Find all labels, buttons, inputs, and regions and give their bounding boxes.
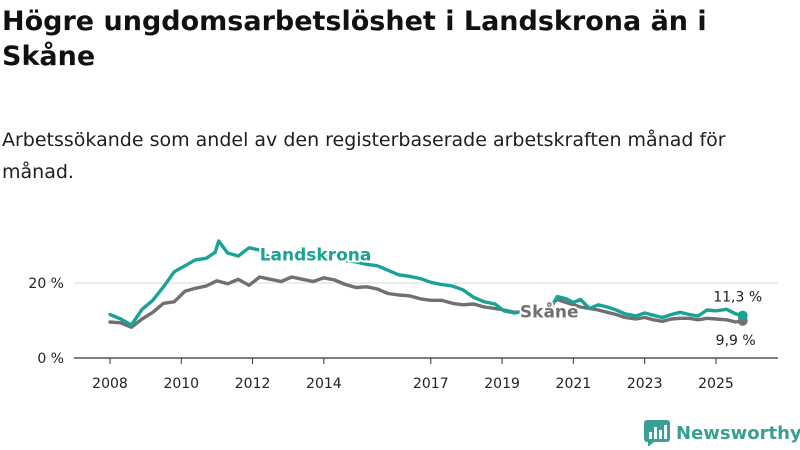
newsworthy-icon [644, 420, 670, 446]
x-tick-label: 2019 [484, 376, 520, 392]
series-line-landskrona [108, 239, 745, 327]
series-label-landskrona: Landskrona [260, 246, 372, 266]
y-tick-label: 0 % [37, 351, 64, 367]
x-tick-label: 2017 [413, 376, 449, 392]
end-label-skane: 9,9 % [716, 333, 756, 349]
x-tick-label: 2008 [92, 376, 128, 392]
newsworthy-logo: Newsworthy [644, 420, 800, 446]
x-tick-label: 2023 [627, 376, 663, 392]
x-tick-label: 2014 [306, 376, 342, 392]
series-line-skane [108, 275, 745, 329]
x-tick-label: 2025 [698, 376, 734, 392]
chart-title: Högre ungdomsarbetslöshet i Landskrona ä… [2, 6, 707, 72]
series-label-skane: Skåne [520, 301, 579, 323]
end-label-landskrona: 11,3 % [713, 290, 762, 306]
brand-name: Newsworthy [676, 422, 800, 444]
end-point-landskrona [737, 310, 748, 321]
y-tick-label: 20 % [28, 276, 64, 292]
chart-subtitle: Arbetssökande som andel av den registerb… [2, 129, 726, 183]
x-tick-label: 2021 [556, 376, 592, 392]
x-tick-label: 2010 [163, 376, 199, 392]
line-chart: Landskrona Skåne 11,3 % 9,9 % 0 % 20 % 2008 20… [28, 239, 778, 392]
x-tick-label: 2012 [235, 376, 271, 392]
